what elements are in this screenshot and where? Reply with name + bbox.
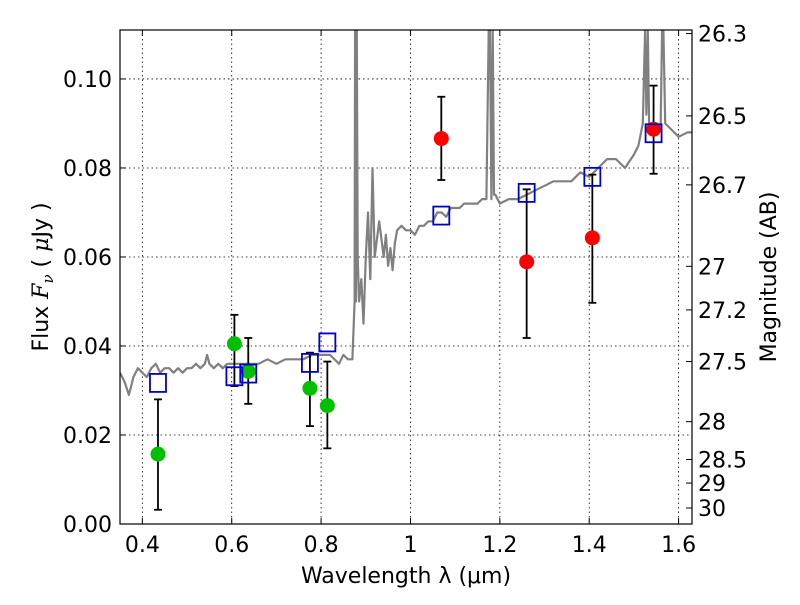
right-tick-label: 28.5 [698, 448, 747, 473]
y-tick-label: 0.10 [63, 68, 112, 93]
right-tick-label: 26.5 [698, 105, 747, 130]
model-point [517, 182, 536, 203]
x-tick-label: 1 [403, 533, 417, 558]
data-point [240, 363, 256, 379]
y-axis-title-prefix: Flux [29, 299, 54, 352]
right-tick-label: 26.7 [698, 174, 747, 199]
right-tick-label: 27 [698, 255, 726, 280]
y-tick-label: 0.00 [63, 513, 112, 538]
model-point [149, 373, 167, 393]
model-point [225, 366, 244, 387]
data-point [226, 336, 242, 352]
right-tick-label: 28 [698, 411, 726, 436]
y-axis-title-paren: ( [29, 252, 54, 275]
data-point [150, 446, 166, 462]
y-tick-label: 0.02 [63, 424, 112, 449]
axis-ticks: 0.4 0.6 0.8 1 1.2 1.4 1.6 0.00 0.02 0.04 0.06 0.08 0… [63, 23, 747, 558]
data-point [302, 380, 318, 396]
right-tick-label: 30 [698, 497, 726, 522]
data-point [646, 121, 662, 137]
right-tick-label: 27.5 [698, 351, 747, 376]
x-axis-title: Wavelength λ (μm) [301, 564, 511, 589]
y-axis-title-symbol: F [29, 283, 54, 300]
data-point [584, 230, 600, 246]
data-markers [149, 121, 663, 462]
x-tick-label: 0.4 [125, 533, 160, 558]
y-tick-label: 0.08 [63, 157, 112, 182]
x-tick-label: 1.6 [661, 533, 696, 558]
grid [120, 30, 692, 524]
data-point [433, 131, 449, 147]
x-tick-label: 1.2 [482, 533, 517, 558]
y-axis-title-mu: μ [29, 238, 54, 252]
sed-model-line [120, 30, 692, 396]
model-point [432, 205, 451, 226]
model-point [583, 166, 602, 187]
x-tick-label: 0.8 [304, 533, 339, 558]
model-point [301, 352, 319, 373]
right-axis-title: Magnitude (AB) [757, 192, 782, 363]
y-tick-label: 0.04 [63, 335, 112, 360]
y-axis-title-unit: Jy ) [29, 202, 54, 239]
model-point [318, 332, 337, 353]
right-tick-label: 26.3 [698, 23, 747, 48]
y-tick-label: 0.06 [63, 246, 112, 271]
model-point [644, 123, 663, 144]
sed-model-layer [120, 30, 692, 396]
data-point [519, 254, 535, 270]
y-axis-title: Flux Fν ( μJy ) [29, 202, 57, 351]
right-tick-label: 27.2 [698, 299, 747, 324]
x-tick-label: 0.6 [214, 533, 249, 558]
model-point [239, 363, 258, 384]
plot-frame [119, 29, 693, 525]
x-tick-label: 1.4 [572, 533, 607, 558]
right-tick-label: 29 [698, 472, 726, 497]
data-point [319, 398, 335, 414]
y-axis-title-subscript: ν [39, 274, 57, 283]
